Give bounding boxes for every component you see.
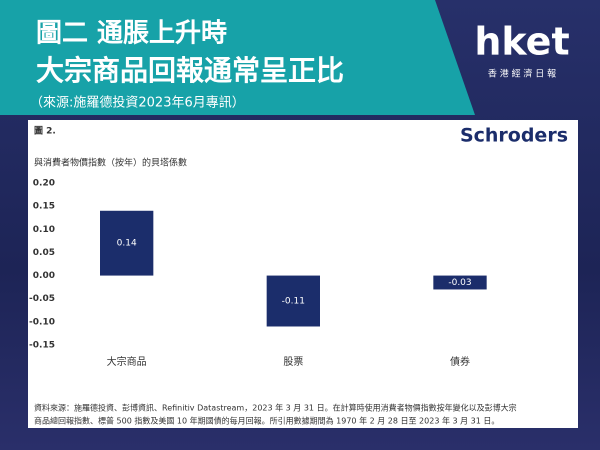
bar — [433, 275, 487, 290]
brand: Schroders — [460, 125, 568, 147]
logo-sub: 香 港 經 濟 日 報 — [488, 68, 556, 80]
header-banner — [0, 0, 475, 115]
y-tick-label: -0.15 — [29, 341, 55, 351]
logo: hket — [474, 20, 569, 64]
y-tick-label: -0.10 — [29, 317, 55, 327]
y-tick-label: 0.20 — [33, 179, 55, 189]
x-tick-label: 債券 — [450, 355, 470, 368]
data-label: 0.14 — [117, 239, 137, 249]
y-tick-label: 0.00 — [33, 271, 55, 281]
x-tick-label: 大宗商品 — [107, 355, 147, 368]
y-tick-label: 0.10 — [33, 225, 55, 235]
x-tick-label: 股票 — [283, 356, 303, 368]
note: 商品總回報指數、標普 500 指數及美國 10 年期國債的每月回報。所引用數據期… — [34, 416, 499, 426]
title: 大宗商品回報通常呈正比 — [36, 54, 344, 87]
y-tick-label: -0.05 — [29, 294, 55, 304]
data-label: -0.03 — [448, 278, 471, 288]
bar — [100, 210, 154, 276]
title: 圖二 通脹上升時 — [36, 19, 227, 49]
note: 資料來源：施羅德投資、彭博資訊、Refinitiv Datastream，202… — [34, 403, 517, 413]
y-axis-label: 與消費者物價指數（按年）的貝塔係數 — [34, 157, 187, 169]
y-tick-label: 0.05 — [33, 248, 55, 258]
bar — [266, 275, 320, 327]
data-label: -0.11 — [282, 297, 305, 307]
figure-label: 圖 2. — [34, 126, 56, 137]
y-tick-label: 0.15 — [33, 202, 55, 212]
subtitle: （來源:施羅德投資2023年6月專訊） — [30, 95, 245, 111]
